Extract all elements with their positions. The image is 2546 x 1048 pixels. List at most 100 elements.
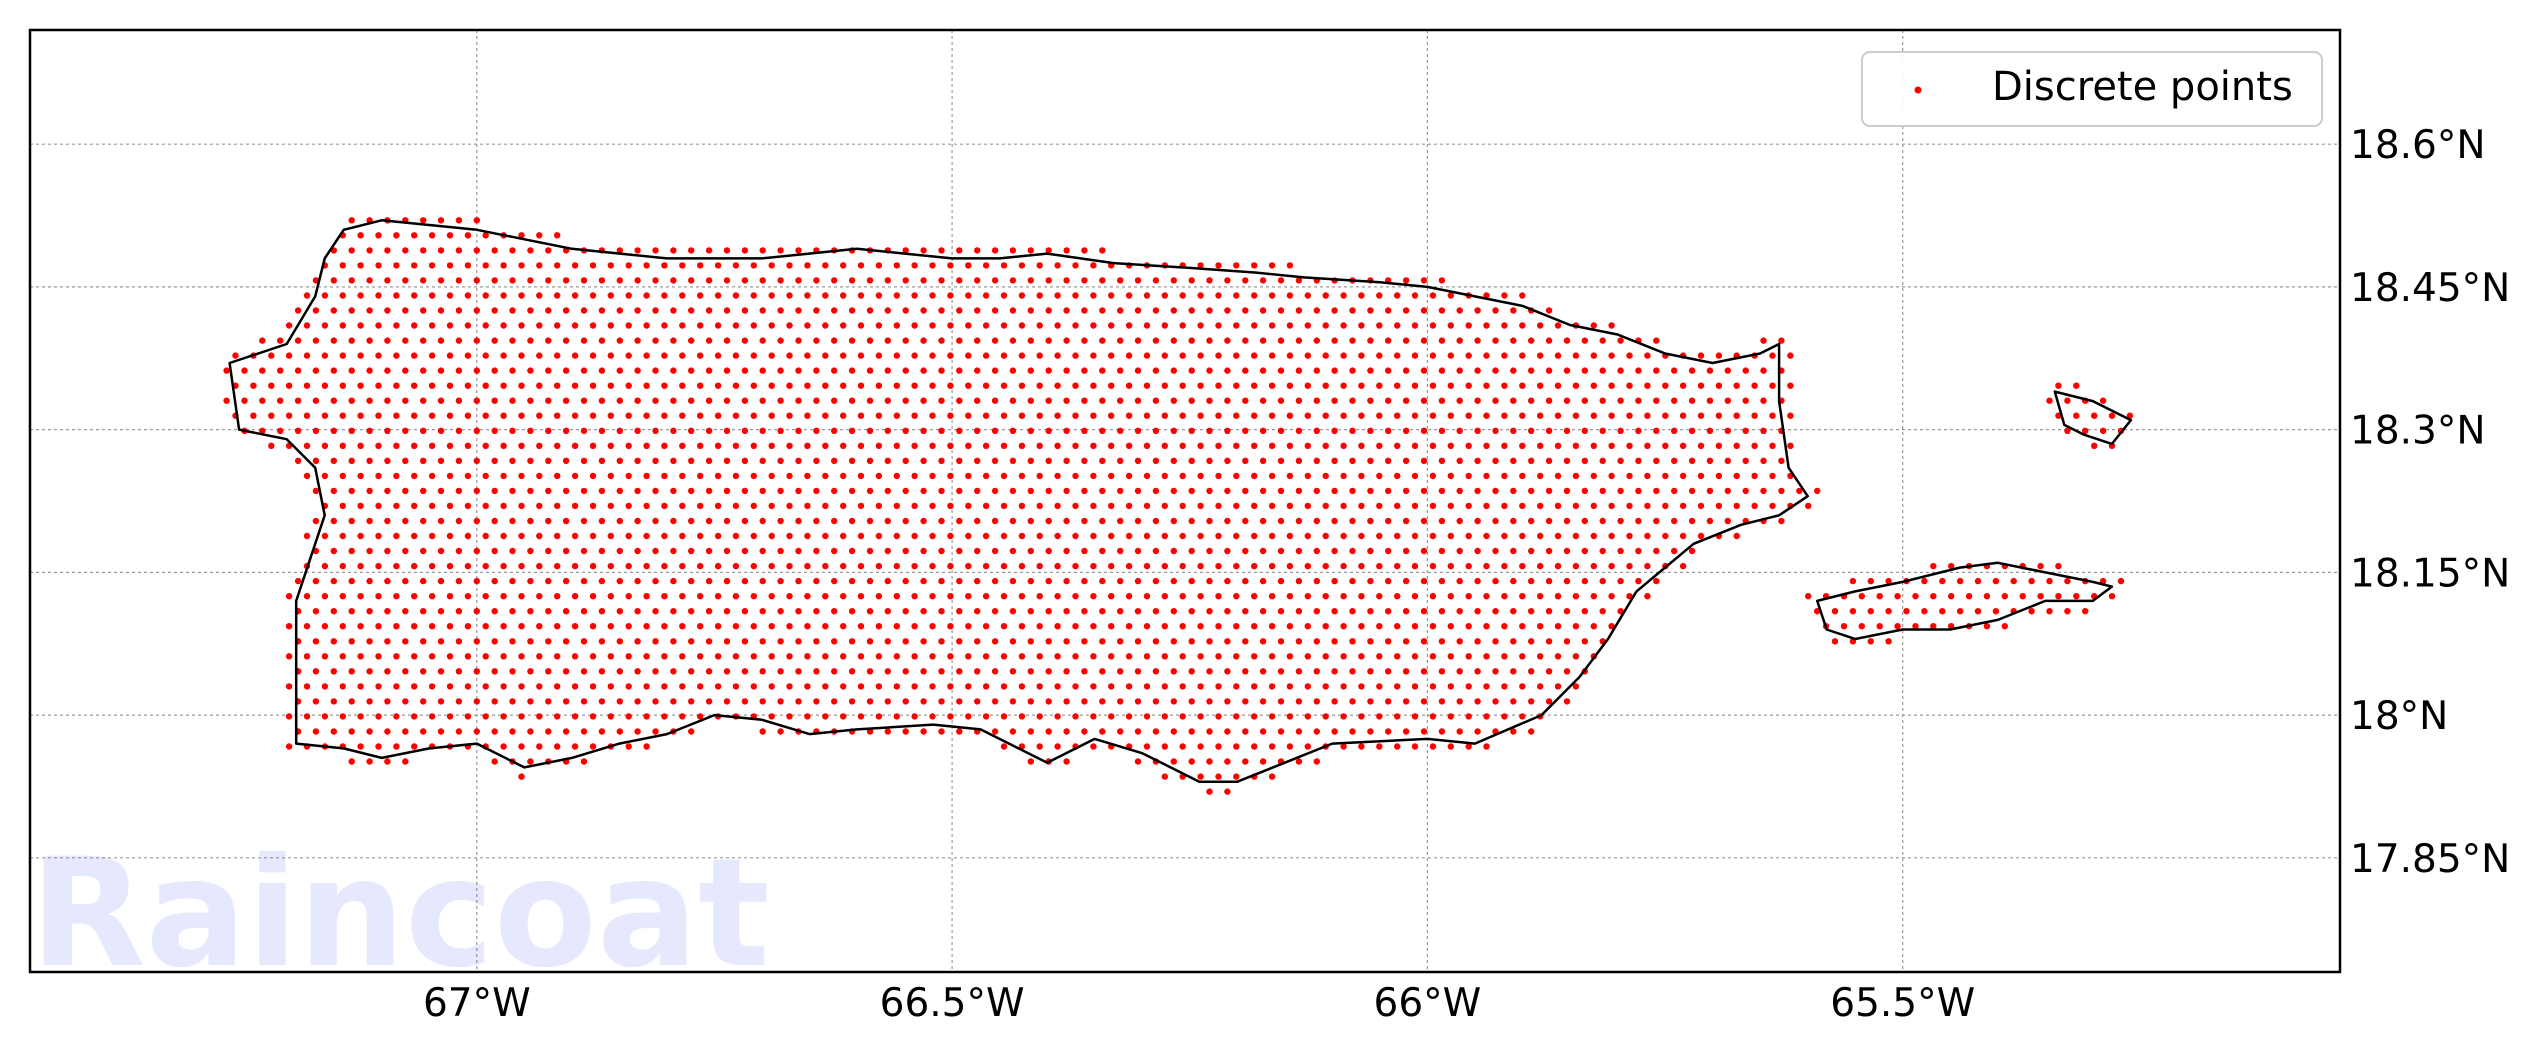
discrete-point [509, 638, 516, 645]
discrete-point [598, 547, 606, 555]
discrete-point [732, 262, 740, 269]
discrete-point [491, 758, 498, 765]
discrete-point [857, 532, 865, 540]
discrete-point [1778, 517, 1785, 525]
discrete-point [1501, 412, 1508, 419]
discrete-point [402, 277, 409, 284]
discrete-point [1501, 683, 1508, 690]
discrete-point [1259, 427, 1267, 434]
discrete-point [473, 638, 480, 645]
discrete-point [1733, 442, 1740, 449]
discrete-point [446, 532, 454, 540]
discrete-point [1134, 577, 1142, 585]
discrete-point [285, 743, 293, 750]
discrete-point [1626, 532, 1633, 540]
discrete-point [527, 337, 534, 344]
discrete-point [1233, 472, 1240, 480]
discrete-point [1385, 337, 1392, 344]
discrete-point [1206, 427, 1213, 434]
discrete-point [2064, 427, 2071, 434]
discrete-point [1117, 608, 1124, 615]
discrete-point [1385, 427, 1392, 434]
discrete-point [688, 547, 695, 555]
discrete-point [759, 577, 766, 585]
discrete-point [428, 262, 436, 269]
discrete-point [1617, 367, 1624, 374]
discrete-point [1367, 307, 1374, 314]
discrete-point [1233, 292, 1240, 299]
discrete-point [1027, 608, 1035, 615]
discrete-point [1492, 577, 1499, 585]
discrete-point [625, 412, 632, 419]
discrete-point [1018, 262, 1026, 269]
discrete-point [848, 487, 856, 495]
discrete-point [822, 472, 829, 480]
discrete-point [1268, 532, 1276, 540]
discrete-point [375, 683, 382, 690]
discrete-point [1420, 427, 1428, 434]
discrete-point [786, 593, 793, 600]
discrete-point [1760, 397, 1767, 404]
discrete-point [893, 352, 900, 359]
discrete-point [1402, 307, 1410, 314]
discrete-point [259, 337, 266, 344]
discrete-point [1671, 397, 1678, 404]
discrete-point [750, 562, 757, 570]
discrete-point [384, 247, 391, 254]
discrete-point [991, 698, 999, 705]
discrete-point [455, 217, 463, 224]
discrete-point [741, 397, 749, 404]
discrete-point [1331, 638, 1338, 645]
discrete-point [884, 668, 891, 675]
discrete-point [974, 367, 981, 374]
discrete-point [1304, 562, 1312, 570]
discrete-point [1626, 352, 1633, 359]
discrete-point [1063, 397, 1070, 404]
discrete-point [679, 352, 686, 359]
discrete-point [822, 532, 829, 540]
discrete-point [509, 277, 516, 284]
discrete-point [1358, 683, 1365, 690]
lat-tick-label: 18.3°N [2350, 409, 2486, 454]
discrete-point [1492, 608, 1499, 615]
discrete-point [1554, 623, 1562, 630]
discrete-point [866, 277, 874, 284]
discrete-point [1286, 653, 1294, 660]
discrete-point [732, 472, 740, 480]
discrete-point [688, 487, 695, 495]
discrete-point [1313, 397, 1321, 404]
discrete-point [455, 457, 463, 464]
discrete-point [1063, 487, 1070, 495]
discrete-point [625, 322, 632, 329]
discrete-point [375, 623, 382, 630]
discrete-point [348, 277, 355, 284]
discrete-point [1653, 487, 1660, 495]
discrete-point [545, 367, 552, 374]
discrete-point [1009, 517, 1017, 525]
discrete-point [1134, 638, 1142, 645]
discrete-point [1027, 728, 1035, 735]
discrete-point [616, 247, 623, 254]
discrete-point [2091, 412, 2098, 419]
discrete-point [518, 743, 525, 750]
discrete-point [1519, 502, 1526, 510]
discrete-point [545, 337, 552, 344]
discrete-point [1956, 608, 1964, 615]
discrete-point [607, 593, 614, 600]
discrete-point [1268, 262, 1276, 269]
discrete-point [545, 698, 552, 705]
discrete-point [1179, 562, 1186, 570]
discrete-point [393, 232, 400, 239]
discrete-point [580, 698, 588, 705]
discrete-point [509, 337, 516, 344]
discrete-point [831, 397, 838, 404]
discrete-point [1000, 562, 1008, 570]
discrete-point [1188, 668, 1195, 675]
discrete-point [357, 653, 364, 660]
discrete-point [589, 322, 597, 329]
discrete-point [348, 638, 355, 645]
discrete-point [1376, 653, 1383, 660]
discrete-point [1134, 427, 1142, 434]
discrete-point [1000, 713, 1008, 720]
discrete-point [1358, 713, 1365, 720]
